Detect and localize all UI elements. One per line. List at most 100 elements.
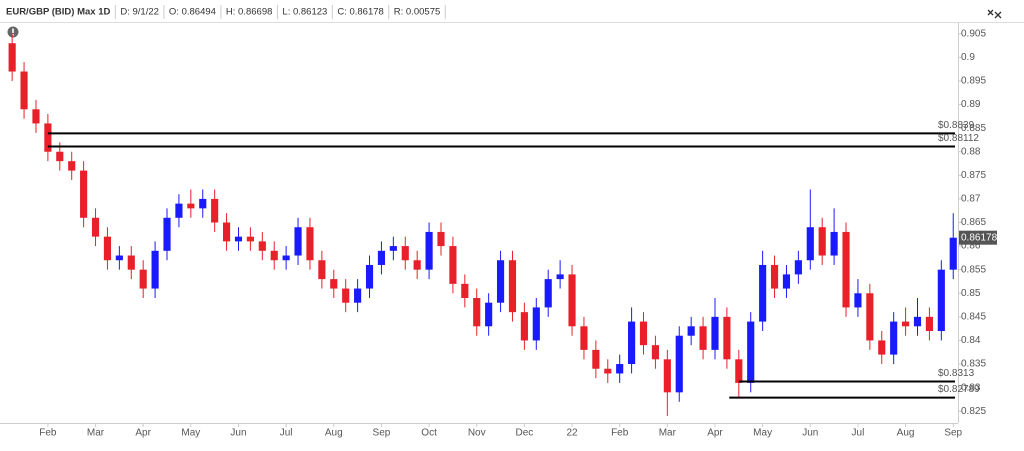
candle-body (32, 109, 40, 124)
candle-body (80, 170, 88, 218)
candle-body (711, 316, 719, 350)
level-label: $0.8313 (938, 368, 975, 379)
candle-body (866, 293, 874, 341)
x-tick-label: Aug (897, 428, 915, 439)
candle-body (782, 274, 791, 289)
candle-body (211, 198, 219, 223)
candle-body (258, 241, 266, 251)
candle-body (318, 260, 326, 280)
candle-body (330, 279, 338, 289)
y-tick-label: 0.85 (961, 288, 981, 299)
candle-body (294, 227, 302, 256)
candle-body (389, 246, 397, 251)
x-tick-label: Jul (280, 428, 293, 439)
level-label: $0.88112 (938, 133, 979, 144)
candle-body (759, 264, 767, 322)
candle-body (8, 43, 16, 72)
candle-body (949, 237, 957, 270)
x-tick-label: Apr (707, 428, 723, 439)
candle-body (449, 246, 457, 284)
candle-body (556, 274, 564, 280)
header-items: EUR/GBP (BID) Max 1D D: 9/1/22 O: 0.86494 H… (6, 5, 446, 19)
candle-body (878, 340, 886, 355)
candle-body (675, 335, 683, 393)
candle-body (663, 359, 671, 393)
y-tick-label: 0.895 (961, 76, 986, 87)
candle-body (913, 316, 922, 327)
y-tick-label: 0.88 (961, 146, 981, 157)
candle-body (699, 326, 707, 350)
candle-body (842, 231, 850, 308)
y-tick-label: 0.84 (961, 335, 981, 346)
candle-body (56, 151, 64, 162)
candle-body (830, 231, 838, 256)
candle-body (854, 293, 862, 308)
candle-body (68, 161, 76, 171)
header-item: C: 0.86178 (337, 7, 383, 18)
y-tick-label: 0.845 (961, 311, 986, 322)
y-tick-label: 0.83 (961, 382, 981, 393)
level-label: $0.82789 (938, 384, 980, 395)
candle-body (377, 250, 386, 265)
candle-body (413, 260, 421, 270)
candle-body (44, 123, 52, 152)
candle-body (151, 250, 159, 289)
header-item: D: 9/1/22 (120, 7, 159, 18)
candle-body (568, 274, 576, 327)
candle-body (520, 312, 528, 341)
candle-body (401, 246, 409, 261)
header-item: H: 0.86698 (226, 7, 272, 18)
x-tick-label: Mar (87, 428, 105, 439)
candle-body (890, 321, 898, 355)
candle-body (306, 227, 314, 261)
candle-body (687, 326, 695, 336)
candle-body (544, 279, 552, 308)
candle-body (496, 260, 505, 303)
candle-body (163, 217, 171, 251)
candle-body (508, 260, 517, 313)
candle-body (485, 302, 493, 327)
header-item: EUR/GBP (BID) Max 1D (6, 7, 110, 18)
y-tick-label: 0.905 (961, 28, 986, 39)
candle-body (592, 349, 600, 369)
y-tick-label: 0.87 (961, 194, 981, 205)
candle-body (723, 316, 731, 360)
candle-body (187, 203, 195, 209)
candle-body (91, 217, 100, 237)
last-price-label: 0.86178 (961, 232, 998, 243)
candle-body (532, 307, 540, 341)
header-item: R: 0.00575 (394, 7, 440, 18)
last-price-tag (959, 230, 997, 245)
header-item: L: 0.86123 (282, 7, 327, 18)
info-icon[interactable] (7, 26, 19, 38)
candle-body (342, 288, 350, 303)
candle-body (473, 297, 481, 327)
candle-body (604, 368, 612, 374)
y-tick-label: 0.89 (961, 99, 981, 110)
candle-body (616, 364, 624, 374)
candle-body (794, 260, 802, 275)
candle-body (747, 321, 755, 383)
x-tick-label: Apr (135, 428, 151, 439)
candle-body (282, 255, 290, 261)
candle-body (437, 231, 445, 247)
header-bar (0, 0, 1024, 22)
candle-body (925, 316, 933, 332)
x-tick-label: Oct (421, 428, 437, 439)
x-tick-label: Nov (468, 428, 486, 439)
candle-body (103, 236, 112, 261)
candle-body (639, 321, 648, 346)
level-label: $0.8839 (938, 120, 975, 131)
x-tick-label: Sep (373, 428, 391, 439)
candle-body (365, 264, 374, 289)
x-tick-label: Aug (325, 428, 343, 439)
candle-body (222, 222, 231, 242)
settings-icon[interactable] (987, 9, 1002, 19)
x-tick-label: Jun (802, 428, 818, 439)
x-tick-label: Jul (852, 428, 865, 439)
candle-body (425, 231, 433, 270)
candle-body (175, 203, 183, 218)
candle-body (270, 250, 278, 261)
y-tick-label: 0.875 (961, 170, 986, 181)
